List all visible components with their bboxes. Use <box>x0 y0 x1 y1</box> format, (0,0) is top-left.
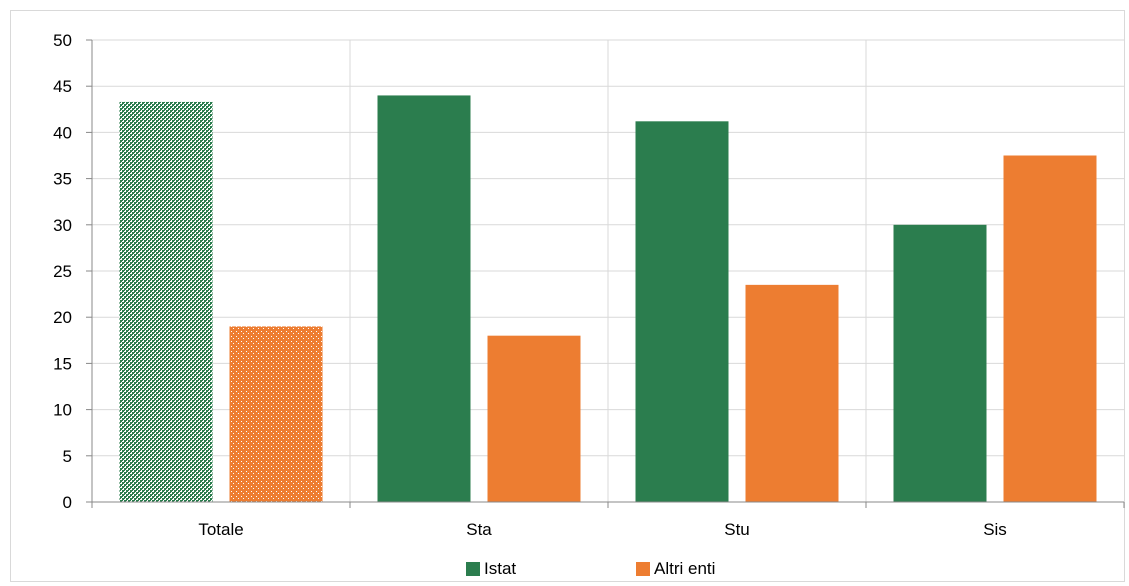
y-tick-label: 10 <box>53 401 72 420</box>
legend-item-istat: Istat <box>466 557 516 581</box>
y-tick-label: 30 <box>53 216 72 235</box>
y-tick-label: 25 <box>53 262 72 281</box>
axis-layer: 0 5 10 15 20 25 30 35 40 45 50 Totale Sta Stu Sis <box>53 31 1125 539</box>
bar-altri-enti-sis <box>1003 155 1097 502</box>
bars-layer <box>119 95 1097 503</box>
y-tick-label: 45 <box>53 77 72 96</box>
y-tick-label: 50 <box>53 31 72 50</box>
y-tick-label: 35 <box>53 170 72 189</box>
bar-istat-totale <box>119 101 213 503</box>
x-tick-label: Totale <box>198 520 243 539</box>
bar-istat-sis <box>893 224 987 503</box>
y-tick-label: 0 <box>63 493 72 512</box>
y-tick-label: 40 <box>53 123 72 142</box>
bar-istat-stu <box>635 121 729 502</box>
x-tick-label: Sis <box>983 520 1007 539</box>
legend-item-altri-enti: Altri enti <box>636 557 715 581</box>
x-tick-label: Sta <box>466 520 492 539</box>
y-tick-label: 15 <box>53 354 72 373</box>
bar-altri-enti-sta <box>487 335 581 502</box>
legend-swatch-istat <box>466 562 480 576</box>
legend: Istat Altri enti <box>0 557 1129 581</box>
legend-label-istat: Istat <box>484 559 517 578</box>
bar-istat-sta <box>377 95 471 502</box>
bar-altri-enti-totale <box>229 326 323 502</box>
legend-label-altri-enti: Altri enti <box>654 559 716 578</box>
legend-swatch-altri-enti <box>636 562 650 576</box>
y-tick-label: 5 <box>63 447 72 466</box>
bar-altri-enti-stu <box>745 284 839 502</box>
x-tick-label: Stu <box>724 520 750 539</box>
y-tick-label: 20 <box>53 308 72 327</box>
